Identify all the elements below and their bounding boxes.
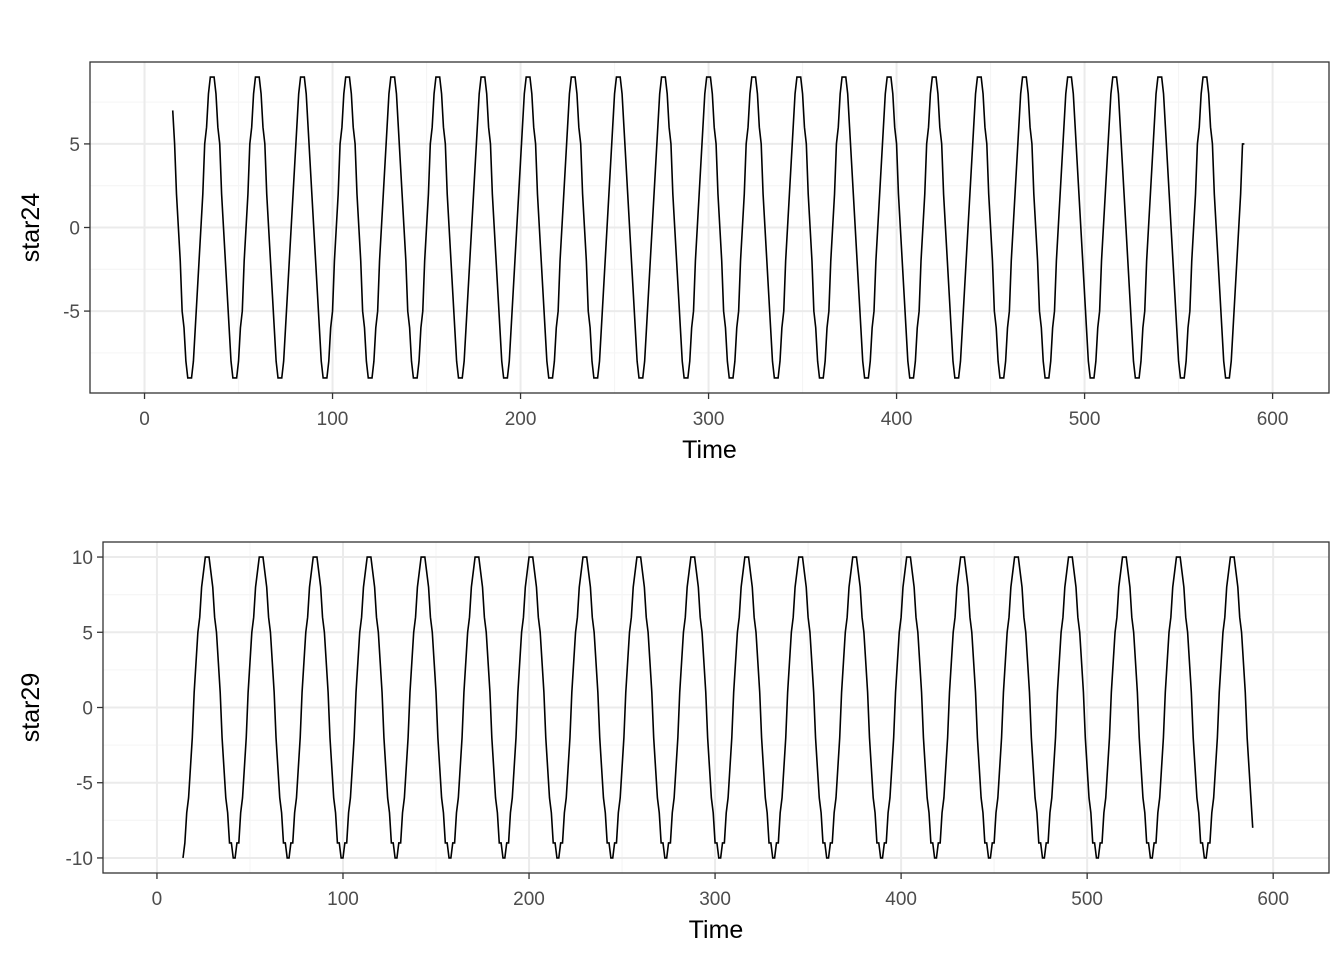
x-tick-label: 400 [885, 889, 917, 910]
y-tick-label: 10 [72, 548, 93, 569]
y-tick-label: 0 [69, 219, 80, 240]
x-tick-label: 0 [139, 409, 150, 430]
y-axis-title: star24 [17, 193, 45, 263]
y-axis-title: star29 [17, 673, 45, 742]
y-tick-label: -5 [76, 774, 93, 795]
x-axis-title: Time [689, 916, 744, 944]
x-tick-label: 600 [1257, 889, 1289, 910]
x-tick-label: 500 [1069, 409, 1101, 430]
y-tick-label: 0 [82, 699, 93, 720]
x-tick-label: 100 [327, 889, 359, 910]
chart-panel-star29: 0 100 200 300 400 500 600 -10 -5 0 5 10 Time star29 [17, 541, 1330, 944]
x-tick-label: 300 [699, 889, 731, 910]
x-tick-label: 200 [505, 409, 537, 430]
series-line [171, 76, 1245, 379]
x-tick-label: 0 [152, 889, 163, 910]
x-axis-title: Time [682, 436, 737, 464]
x-tick-label: 500 [1071, 889, 1103, 910]
y-tick-label: -5 [63, 302, 80, 323]
y-tick-label: -10 [66, 849, 93, 870]
y-tick-label: 5 [82, 623, 93, 644]
y-tick-label: 5 [69, 135, 80, 156]
x-tick-label: 600 [1257, 409, 1289, 430]
x-tick-label: 300 [693, 409, 725, 430]
x-tick-label: 400 [881, 409, 913, 430]
chart-panel-star24: 0 100 200 300 400 500 600 -5 0 5 Time star24 [17, 61, 1330, 464]
x-tick-label: 200 [513, 889, 545, 910]
x-tick-label: 100 [317, 409, 349, 430]
series-line [182, 556, 1254, 859]
